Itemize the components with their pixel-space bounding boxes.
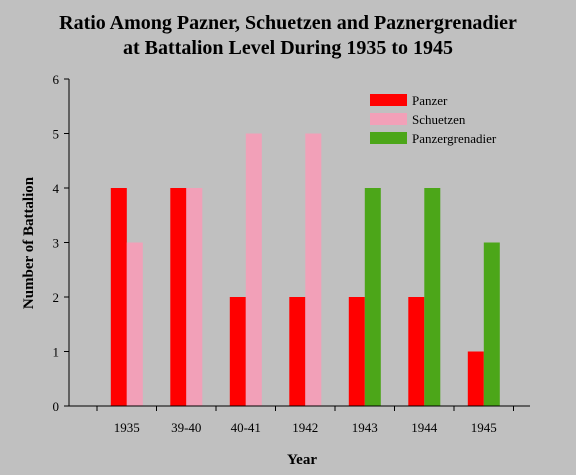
legend-swatch-schuetzen <box>370 113 407 125</box>
x-tick-label: 1935 <box>114 420 140 435</box>
y-tick-label: 3 <box>53 236 60 251</box>
bar-panzer-1943 <box>348 297 365 406</box>
x-tick-label: 1943 <box>352 420 378 435</box>
bar-panzer-1945 <box>467 351 484 406</box>
bar-schuetzen-40-41 <box>245 133 262 406</box>
bar-schuetzen-1942 <box>305 133 322 406</box>
x-tick-label: 1944 <box>411 420 438 435</box>
bar-panzer-40-41 <box>229 297 246 406</box>
x-axis-label: Year <box>287 452 317 468</box>
y-tick-label: 5 <box>53 127 60 142</box>
y-axis-label: Number of Battalion <box>21 176 37 309</box>
legend-swatch-panzer <box>370 94 407 106</box>
y-tick-label: 6 <box>53 72 60 87</box>
y-tick-label: 1 <box>53 345 60 360</box>
legend: Panzer Schuetzen Panzergrenadier <box>370 93 497 146</box>
axes-group: 0 1 2 3 4 5 6 1935 39-40 40-41 1942 1943 1944 1945 <box>53 72 530 435</box>
x-tick-label: 40-41 <box>231 420 261 435</box>
bar-panzer-1935 <box>110 188 127 406</box>
bar-panzergrenadier-1943 <box>364 188 381 406</box>
legend-label-panzergrenadier: Panzergrenadier <box>412 131 497 146</box>
y-tick-label: 4 <box>53 181 60 196</box>
legend-label-panzer: Panzer <box>412 93 448 108</box>
x-tick-label: 1945 <box>471 420 497 435</box>
bar-schuetzen-1935 <box>126 242 143 406</box>
bars-group <box>110 133 500 406</box>
legend-label-schuetzen: Schuetzen <box>412 112 466 127</box>
chart-subtitle: at Battalion Level During 1935 to 1945 <box>123 37 453 59</box>
legend-swatch-panzergrenadier <box>370 132 407 144</box>
x-tick-label: 1942 <box>292 420 318 435</box>
chart-title: Ratio Among Pazner, Schuetzen and Pazner… <box>59 12 517 34</box>
bar-panzer-39-40 <box>170 188 187 406</box>
y-tick-label: 2 <box>53 290 60 305</box>
bar-panzergrenadier-1944 <box>424 188 441 406</box>
bar-panzer-1942 <box>289 297 306 406</box>
bar-panzergrenadier-1945 <box>483 242 500 406</box>
bar-panzer-1944 <box>408 297 425 406</box>
x-tick-label: 39-40 <box>171 420 201 435</box>
bar-schuetzen-39-40 <box>186 188 203 406</box>
y-tick-label: 0 <box>53 399 60 414</box>
